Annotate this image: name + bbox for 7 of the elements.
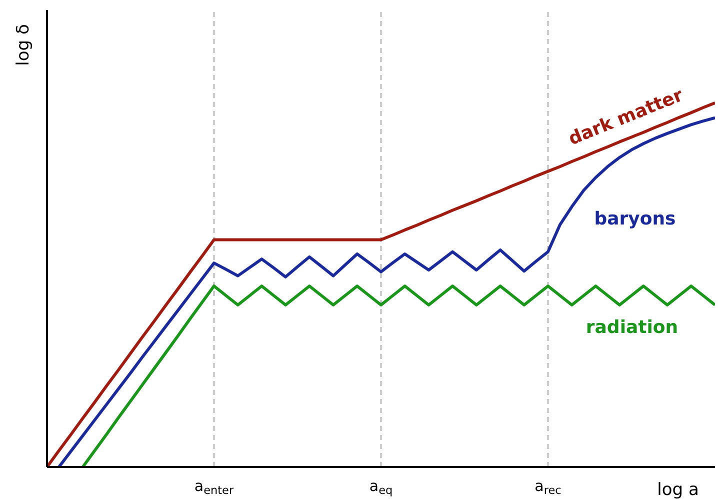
x-tick-label: a$_{eq}$ [369, 477, 393, 497]
x-tick-label: a$_{rec}$ [534, 477, 562, 497]
series-label: baryons [594, 208, 676, 230]
x-tick-label: a$_{enter}$ [194, 477, 234, 497]
x-axis-title: log a [657, 480, 699, 499]
y-axis-title: log δ [14, 24, 34, 66]
series-label: radiation [586, 316, 678, 338]
